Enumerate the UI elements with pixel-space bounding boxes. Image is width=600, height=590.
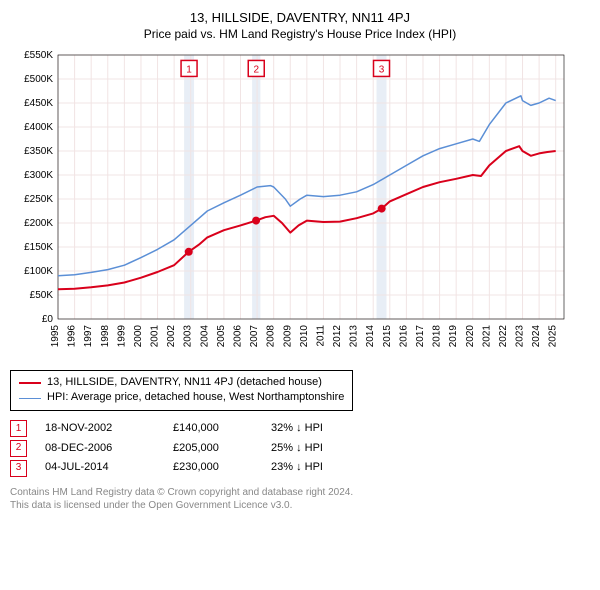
legend-swatch [19,382,41,384]
sale-marker-box: 1 [10,420,27,437]
svg-text:2005: 2005 [216,325,227,348]
svg-text:2015: 2015 [382,325,393,348]
chart-area: £0 £50K £100K £150K £200K £250K £300K £350K £400… [10,49,590,364]
sale-date: 18-NOV-2002 [45,419,155,439]
svg-text:2011: 2011 [315,325,326,347]
svg-text:2000: 2000 [133,325,144,348]
svg-text:2004: 2004 [199,325,210,348]
legend-swatch [19,398,41,399]
svg-text:£450K: £450K [24,98,53,109]
sale-price: £230,000 [173,458,253,478]
chart-title: 13, HILLSIDE, DAVENTRY, NN11 4PJ [10,10,590,25]
chart-container: 13, HILLSIDE, DAVENTRY, NN11 4PJ Price p… [0,0,600,522]
svg-text:1: 1 [186,64,192,75]
svg-text:1999: 1999 [116,325,127,348]
svg-text:2012: 2012 [332,325,343,348]
footer-attribution: Contains HM Land Registry data © Crown c… [10,486,590,512]
legend-row: 13, HILLSIDE, DAVENTRY, NN11 4PJ (detach… [19,375,344,390]
svg-text:2019: 2019 [448,325,459,348]
sale-marker-box: 2 [10,440,27,457]
sale-date: 08-DEC-2006 [45,439,155,459]
legend-box: 13, HILLSIDE, DAVENTRY, NN11 4PJ (detach… [10,370,353,411]
svg-text:2020: 2020 [465,325,476,348]
svg-text:2023: 2023 [515,325,526,348]
svg-text:£550K: £550K [24,50,53,61]
sale-price: £205,000 [173,439,253,459]
svg-text:2007: 2007 [249,325,260,348]
svg-text:2010: 2010 [299,325,310,348]
svg-text:2002: 2002 [166,325,177,348]
legend-label: HPI: Average price, detached house, West… [47,390,344,405]
svg-text:£400K: £400K [24,122,53,133]
chart-svg: £0 £50K £100K £150K £200K £250K £300K £350K £400… [10,49,570,359]
svg-text:2025: 2025 [548,325,559,348]
sale-date: 04-JUL-2014 [45,458,155,478]
sales-table: 1 18-NOV-2002 £140,000 32% ↓ HPI 2 08-DEC-200… [10,419,590,478]
svg-text:2018: 2018 [432,325,443,348]
svg-text:2017: 2017 [415,325,426,348]
svg-text:£500K: £500K [24,74,53,85]
svg-text:2006: 2006 [232,325,243,348]
legend-row: HPI: Average price, detached house, West… [19,390,344,405]
svg-text:1996: 1996 [67,325,78,348]
svg-text:£300K: £300K [24,170,53,181]
svg-text:£50K: £50K [30,290,54,301]
svg-text:£350K: £350K [24,146,53,157]
svg-text:2013: 2013 [349,325,360,348]
footer-line-1: Contains HM Land Registry data © Crown c… [10,486,590,499]
footer-line-2: This data is licensed under the Open Gov… [10,499,590,512]
svg-text:£200K: £200K [24,218,53,229]
svg-text:£100K: £100K [24,266,53,277]
svg-text:2003: 2003 [183,325,194,348]
svg-text:1995: 1995 [50,325,61,348]
legend-label: 13, HILLSIDE, DAVENTRY, NN11 4PJ (detach… [47,375,322,390]
sale-diff: 25% ↓ HPI [271,439,371,459]
svg-text:£250K: £250K [24,194,53,205]
svg-text:3: 3 [379,64,385,75]
svg-text:2: 2 [253,64,259,75]
sales-row: 1 18-NOV-2002 £140,000 32% ↓ HPI [10,419,590,439]
svg-text:2021: 2021 [481,325,492,348]
sales-row: 2 08-DEC-2006 £205,000 25% ↓ HPI [10,439,590,459]
sales-row: 3 04-JUL-2014 £230,000 23% ↓ HPI [10,458,590,478]
svg-text:2008: 2008 [266,325,277,348]
svg-text:2024: 2024 [531,325,542,348]
svg-text:1997: 1997 [83,325,94,348]
sale-marker-box: 3 [10,460,27,477]
sale-diff: 23% ↓ HPI [271,458,371,478]
svg-text:2014: 2014 [365,325,376,348]
svg-text:1998: 1998 [100,325,111,348]
svg-text:2009: 2009 [282,325,293,348]
sale-diff: 32% ↓ HPI [271,419,371,439]
chart-subtitle: Price paid vs. HM Land Registry's House … [10,27,590,41]
svg-text:2022: 2022 [498,325,509,348]
sale-price: £140,000 [173,419,253,439]
svg-text:£0: £0 [42,314,54,325]
svg-text:2016: 2016 [398,325,409,348]
svg-text:£150K: £150K [24,242,53,253]
svg-text:2001: 2001 [150,325,161,348]
